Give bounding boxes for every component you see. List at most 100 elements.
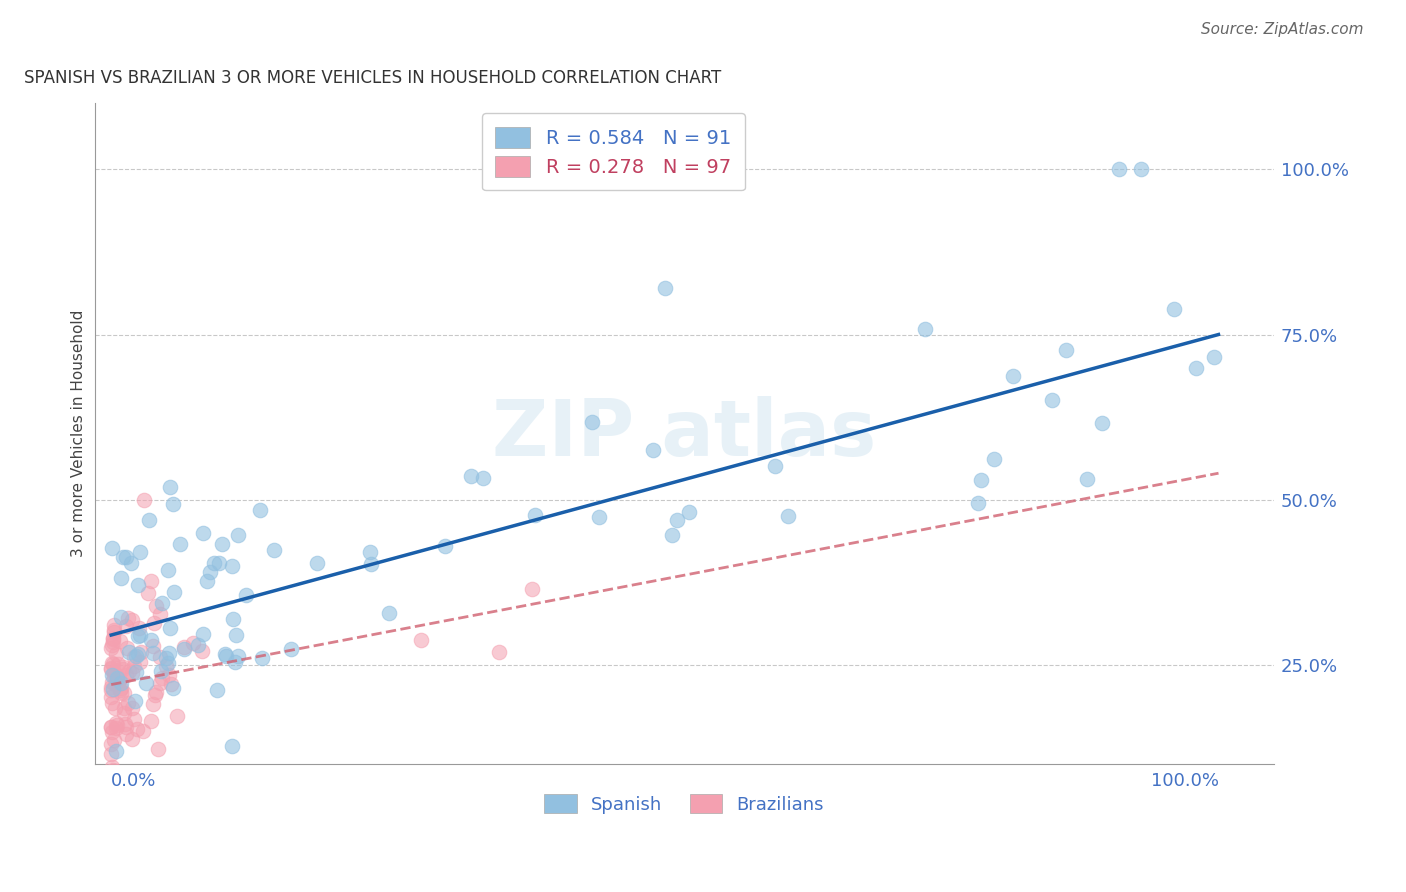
Point — [163, 585, 186, 599]
Point — [135, 676, 157, 690]
Point — [110, 675, 132, 690]
Point — [121, 816, 143, 830]
Point — [433, 539, 456, 553]
Point — [678, 505, 700, 519]
Point — [110, 571, 132, 585]
Point — [661, 527, 683, 541]
Point — [173, 641, 195, 656]
Point — [145, 684, 167, 698]
Point — [1163, 302, 1185, 317]
Point — [121, 665, 143, 680]
Point — [1202, 350, 1225, 364]
Point — [207, 683, 229, 698]
Point — [472, 471, 495, 485]
Point — [666, 513, 689, 527]
Point — [112, 549, 135, 564]
Point — [115, 550, 138, 565]
Point — [191, 626, 214, 640]
Point — [103, 665, 125, 679]
Point — [101, 760, 124, 774]
Point — [142, 697, 165, 711]
Point — [100, 680, 122, 694]
Point — [136, 586, 159, 600]
Text: ZIP atlas: ZIP atlas — [492, 395, 876, 472]
Point — [105, 743, 128, 757]
Point — [103, 733, 125, 747]
Point — [156, 656, 179, 670]
Point — [411, 632, 433, 647]
Point — [105, 718, 128, 732]
Point — [101, 764, 124, 778]
Point — [1002, 369, 1025, 384]
Point — [460, 468, 482, 483]
Point — [115, 619, 138, 633]
Point — [101, 675, 124, 690]
Point — [100, 720, 122, 734]
Point — [112, 686, 135, 700]
Point — [235, 588, 257, 602]
Point — [215, 648, 238, 663]
Point — [1054, 343, 1077, 358]
Point — [149, 664, 172, 678]
Point — [100, 696, 122, 710]
Point — [214, 647, 236, 661]
Point — [122, 658, 145, 673]
Point — [107, 669, 129, 683]
Point — [588, 509, 610, 524]
Point — [101, 668, 124, 682]
Point — [115, 727, 138, 741]
Point — [305, 557, 328, 571]
Point — [228, 527, 250, 541]
Point — [221, 739, 243, 753]
Point — [125, 649, 148, 664]
Point — [112, 706, 135, 720]
Point — [118, 664, 141, 678]
Point — [128, 545, 150, 559]
Point — [103, 618, 125, 632]
Point — [108, 634, 131, 648]
Point — [139, 632, 162, 647]
Point — [108, 673, 131, 687]
Point — [191, 643, 214, 657]
Point — [914, 322, 936, 336]
Point — [100, 747, 122, 761]
Point — [204, 556, 226, 570]
Point — [100, 662, 122, 676]
Point — [967, 496, 990, 510]
Point — [110, 610, 132, 624]
Point — [174, 816, 197, 830]
Point — [101, 656, 124, 670]
Point — [523, 508, 546, 522]
Text: Source: ZipAtlas.com: Source: ZipAtlas.com — [1201, 22, 1364, 37]
Point — [166, 709, 188, 723]
Point — [280, 641, 302, 656]
Point — [377, 606, 399, 620]
Point — [104, 701, 127, 715]
Text: 0.0%: 0.0% — [111, 772, 156, 789]
Point — [103, 624, 125, 639]
Point — [124, 693, 146, 707]
Point — [100, 690, 122, 704]
Point — [103, 770, 125, 784]
Point — [142, 646, 165, 660]
Point — [970, 473, 993, 487]
Point — [120, 556, 142, 570]
Point — [198, 565, 221, 579]
Point — [104, 715, 127, 730]
Point — [129, 628, 152, 642]
Point — [221, 559, 243, 574]
Point — [146, 741, 169, 756]
Point — [263, 543, 285, 558]
Point — [195, 574, 218, 589]
Point — [127, 629, 149, 643]
Point — [520, 582, 543, 597]
Point — [654, 281, 676, 295]
Point — [112, 700, 135, 714]
Point — [134, 493, 156, 508]
Point — [127, 647, 149, 661]
Point — [983, 451, 1005, 466]
Point — [128, 655, 150, 669]
Point — [225, 628, 247, 642]
Point — [145, 599, 167, 613]
Point — [108, 673, 131, 687]
